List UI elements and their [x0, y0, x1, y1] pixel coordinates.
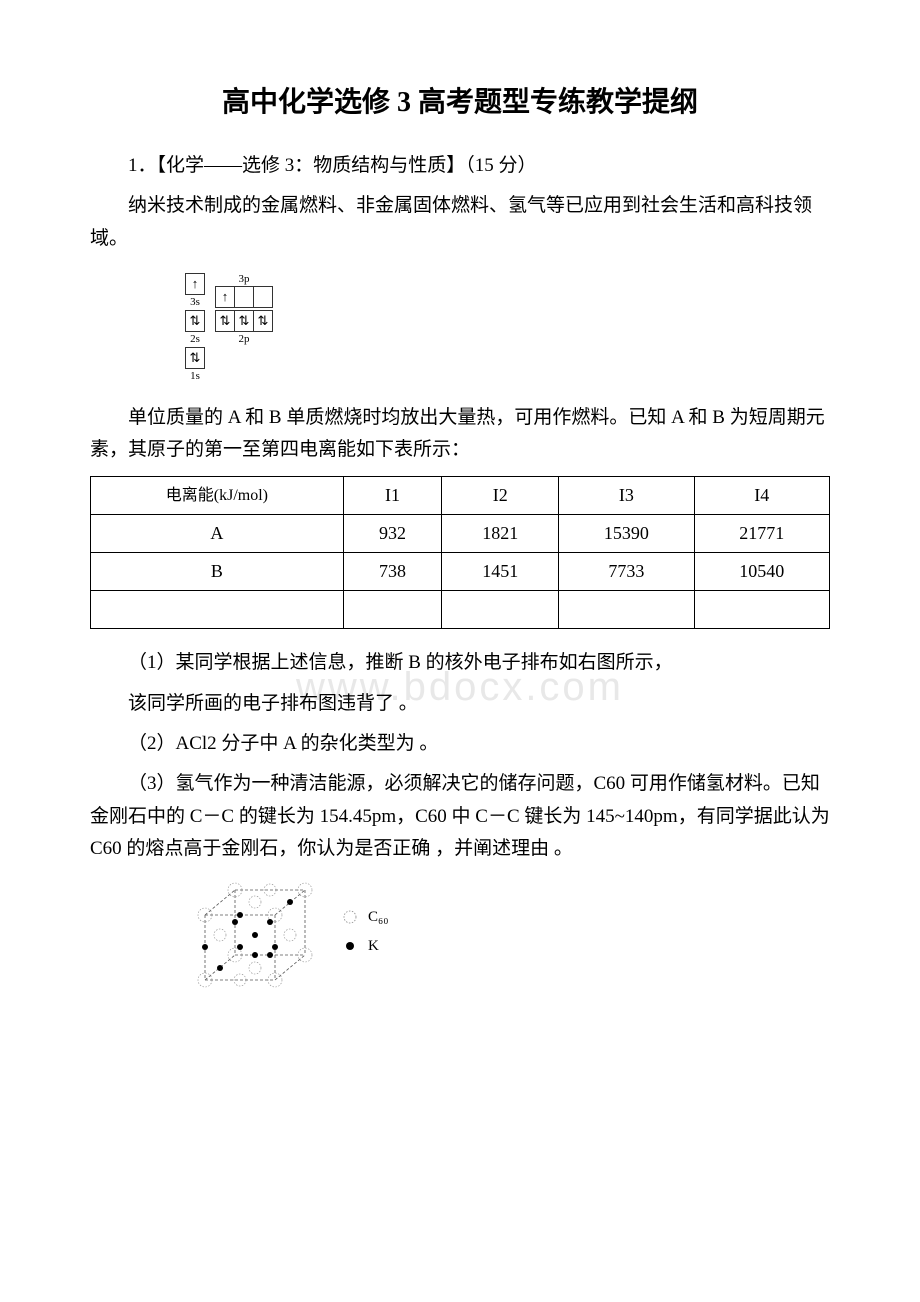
- table-cell: 1451: [442, 553, 559, 591]
- table-cell: B: [91, 553, 344, 591]
- orbital-box: ⇅: [234, 310, 254, 332]
- table-cell: [442, 591, 559, 629]
- table-header-row: 电离能(kJ/mol) I1 I2 I3 I4: [91, 477, 830, 515]
- orbital-box: ⇅: [185, 347, 205, 369]
- question-1-1b: 该同学所画的电子排布图违背了 。: [90, 688, 830, 720]
- orbital-box: ⇅: [253, 310, 273, 332]
- question-1-1: （1）某同学根据上述信息，推断 B 的核外电子排布如右图所示，: [90, 647, 830, 679]
- orbital-2p-group: ⇅ ⇅ ⇅ 2p: [215, 310, 273, 345]
- table-cell: 10540: [694, 553, 829, 591]
- table-cell: 15390: [559, 515, 694, 553]
- question-header: 1．【化学——选修 3：物质结构与性质】（15 分）: [90, 150, 830, 182]
- legend-item-k: K: [340, 938, 388, 955]
- orbital-label: 3p: [239, 273, 250, 285]
- table-row: A 932 1821 15390 21771: [91, 515, 830, 553]
- crystal-structure-diagram: C₆₀ K: [185, 880, 830, 995]
- orbital-label: 2s: [190, 333, 200, 345]
- question-1-2: （2）ACl2 分子中 A 的杂化类型为 。: [90, 728, 830, 760]
- question-1-3: （3）氢气作为一种清洁能源，必须解决它的储存问题，C60 可用作储氢材料。已知金…: [90, 768, 830, 865]
- orbital-3s-group: ↑ 3s: [185, 273, 205, 308]
- orbital-row-1: ⇅ 1s: [185, 347, 283, 382]
- question-intro: 纳米技术制成的金属燃料、非金属固体燃料、氢气等已应用到社会生活和高科技领域。: [90, 190, 830, 255]
- orbital-label: 1s: [190, 370, 200, 382]
- orbital-box: [234, 286, 254, 308]
- k-symbol-icon: [340, 938, 360, 954]
- table-cell: [91, 591, 344, 629]
- table-cell: [559, 591, 694, 629]
- orbital-label: 3s: [190, 296, 200, 308]
- legend-label: C₆₀: [368, 909, 388, 926]
- table-header-cell: I1: [343, 477, 441, 515]
- page-title: 高中化学选修 3 高考题型专练教学提纲: [90, 80, 830, 120]
- question-table-intro: 单位质量的 A 和 B 单质燃烧时均放出大量热，可用作燃料。已知 A 和 B 为…: [90, 402, 830, 467]
- legend-label: K: [368, 938, 379, 955]
- table-header-cell: I2: [442, 477, 559, 515]
- table-cell: 932: [343, 515, 441, 553]
- table-cell: 1821: [442, 515, 559, 553]
- table-cell: 738: [343, 553, 441, 591]
- crystal-legend: C₆₀ K: [340, 909, 388, 967]
- orbital-label: 2p: [239, 333, 250, 345]
- table-cell: [343, 591, 441, 629]
- orbital-1s-group: ⇅ 1s: [185, 347, 205, 382]
- table-header-cell: 电离能(kJ/mol): [91, 477, 344, 515]
- orbital-box: [253, 286, 273, 308]
- orbital-box: ↑: [215, 286, 235, 308]
- orbital-2s-group: ⇅ 2s: [185, 310, 205, 345]
- orbital-box: ⇅: [215, 310, 235, 332]
- table-cell: A: [91, 515, 344, 553]
- crystal-svg: [185, 880, 320, 995]
- orbital-row-2: ⇅ 2s ⇅ ⇅ ⇅ 2p: [185, 310, 283, 345]
- table-cell: 21771: [694, 515, 829, 553]
- orbital-3p-group: 3p ↑: [215, 273, 273, 308]
- orbital-diagram: ↑ 3s 3p ↑ ⇅ 2s ⇅: [185, 273, 283, 384]
- table-cell: [694, 591, 829, 629]
- table-header-cell: I3: [559, 477, 694, 515]
- table-row: [91, 591, 830, 629]
- table-row: B 738 1451 7733 10540: [91, 553, 830, 591]
- orbital-box: ⇅: [185, 310, 205, 332]
- document-content: 高中化学选修 3 高考题型专练教学提纲 1．【化学——选修 3：物质结构与性质】…: [90, 80, 830, 995]
- ionization-table: 电离能(kJ/mol) I1 I2 I3 I4 A 932 1821 15390…: [90, 476, 830, 629]
- table-cell: 7733: [559, 553, 694, 591]
- legend-item-c60: C₆₀: [340, 909, 388, 926]
- table-header-cell: I4: [694, 477, 829, 515]
- c60-symbol-icon: [340, 909, 360, 925]
- orbital-row-3: ↑ 3s 3p ↑: [185, 273, 283, 308]
- orbital-box: ↑: [185, 273, 205, 295]
